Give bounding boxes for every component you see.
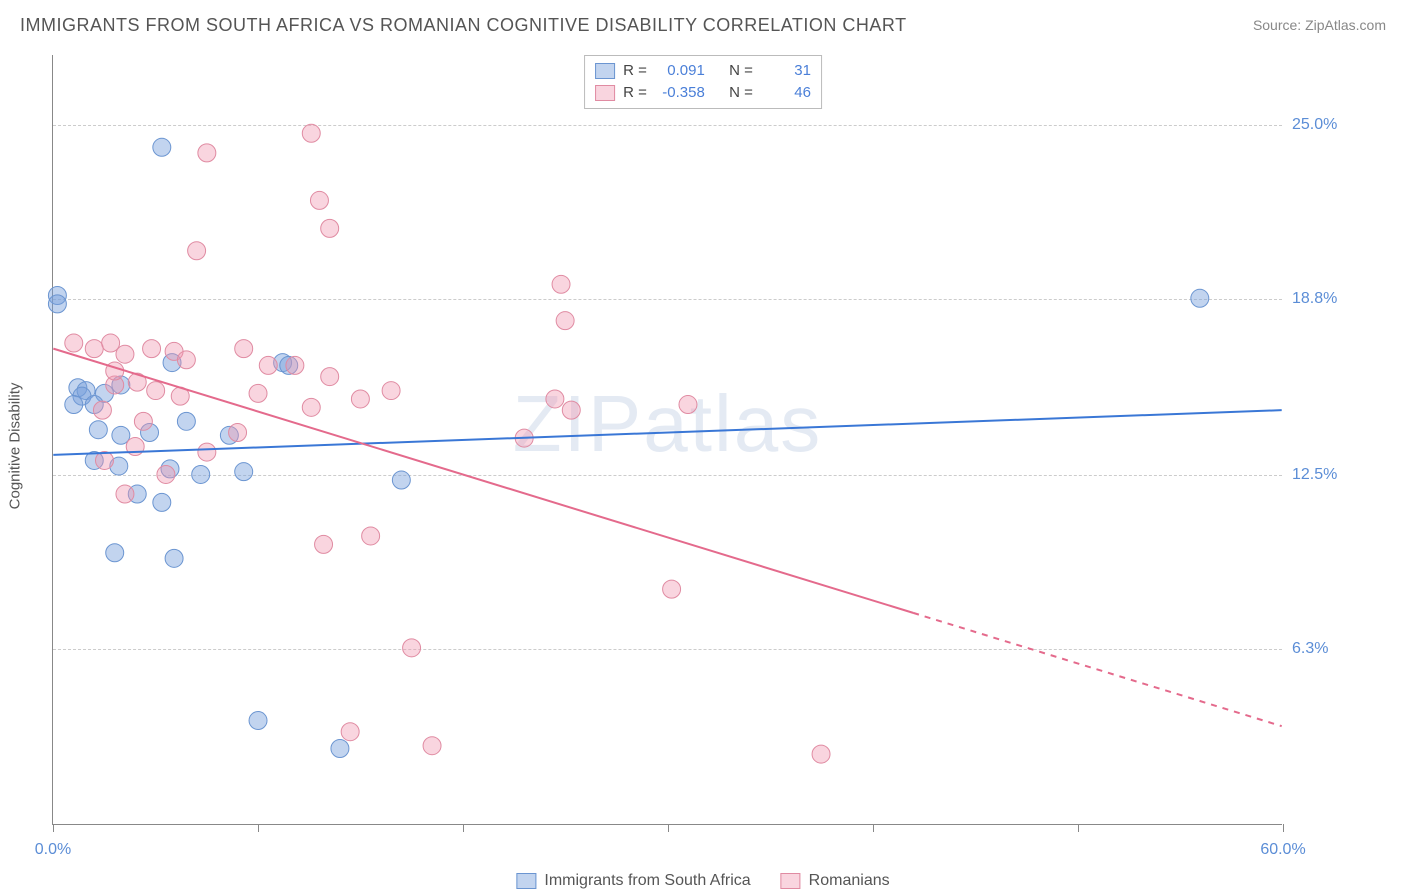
data-point xyxy=(157,465,175,483)
data-point xyxy=(235,340,253,358)
data-point xyxy=(249,712,267,730)
stat-n-label: N = xyxy=(729,60,753,82)
trend-line xyxy=(53,349,913,613)
x-tick xyxy=(668,824,669,832)
x-tick-label: 0.0% xyxy=(35,841,71,859)
data-point xyxy=(229,424,247,442)
stat-r-label: R = xyxy=(623,60,647,82)
data-point xyxy=(165,549,183,567)
legend-stats-row: R = 0.091 N = 31 xyxy=(595,60,811,82)
data-point xyxy=(382,382,400,400)
data-point xyxy=(85,340,103,358)
data-point xyxy=(302,398,320,416)
data-point xyxy=(198,443,216,461)
data-point xyxy=(198,144,216,162)
data-point xyxy=(286,356,304,374)
legend-swatch xyxy=(781,873,801,889)
data-point xyxy=(302,124,320,142)
legend-series: Immigrants from South Africa Romanians xyxy=(516,872,889,890)
data-point xyxy=(341,723,359,741)
stat-r-label: R = xyxy=(623,82,647,104)
x-tick xyxy=(53,824,54,832)
data-point xyxy=(188,242,206,260)
data-point xyxy=(48,295,66,313)
chart-title: IMMIGRANTS FROM SOUTH AFRICA VS ROMANIAN… xyxy=(20,15,907,36)
legend-stats-row: R = -0.358 N = 46 xyxy=(595,82,811,104)
data-point xyxy=(310,191,328,209)
legend-swatch xyxy=(595,63,615,79)
data-point xyxy=(315,535,333,553)
data-point xyxy=(134,412,152,430)
data-point xyxy=(89,421,107,439)
source-name[interactable]: ZipAtlas.com xyxy=(1305,17,1386,33)
trend-line-extrapolated xyxy=(913,613,1282,726)
data-point xyxy=(153,138,171,156)
y-tick-label: 25.0% xyxy=(1292,116,1372,134)
legend-stats: R = 0.091 N = 31 R = -0.358 N = 46 xyxy=(584,55,822,109)
x-tick xyxy=(873,824,874,832)
legend-swatch xyxy=(516,873,536,889)
stat-n-value: 31 xyxy=(761,60,811,82)
data-point xyxy=(321,219,339,237)
y-tick-label: 12.5% xyxy=(1292,466,1372,484)
data-point xyxy=(552,275,570,293)
data-point xyxy=(259,356,277,374)
legend-series-item: Romanians xyxy=(781,872,890,890)
y-tick-label: 18.8% xyxy=(1292,290,1372,308)
data-point xyxy=(331,740,349,758)
data-point xyxy=(235,463,253,481)
data-point xyxy=(177,351,195,369)
source-label: Source: xyxy=(1253,17,1305,33)
legend-series-label: Immigrants from South Africa xyxy=(544,872,750,890)
data-point xyxy=(116,485,134,503)
data-point xyxy=(106,544,124,562)
x-tick xyxy=(1283,824,1284,832)
stat-r-value: 0.091 xyxy=(655,60,705,82)
data-point xyxy=(423,737,441,755)
data-point xyxy=(153,493,171,511)
data-point xyxy=(663,580,681,598)
plot-svg xyxy=(53,55,1282,824)
data-point xyxy=(93,401,111,419)
data-point xyxy=(812,745,830,763)
data-point xyxy=(321,368,339,386)
data-point xyxy=(362,527,380,545)
data-point xyxy=(546,390,564,408)
data-point xyxy=(562,401,580,419)
data-point xyxy=(65,334,83,352)
y-tick-label: 6.3% xyxy=(1292,640,1372,658)
data-point xyxy=(1191,289,1209,307)
x-tick xyxy=(258,824,259,832)
stat-n-value: 46 xyxy=(761,82,811,104)
data-point xyxy=(392,471,410,489)
x-tick-label: 60.0% xyxy=(1260,841,1305,859)
data-point xyxy=(65,396,83,414)
data-point xyxy=(116,345,134,363)
data-point xyxy=(351,390,369,408)
source-attribution: Source: ZipAtlas.com xyxy=(1253,17,1386,33)
x-tick xyxy=(463,824,464,832)
data-point xyxy=(147,382,165,400)
legend-series-item: Immigrants from South Africa xyxy=(516,872,750,890)
data-point xyxy=(403,639,421,657)
y-axis-title: Cognitive Disability xyxy=(7,383,24,510)
data-point xyxy=(177,412,195,430)
data-point xyxy=(556,312,574,330)
data-point xyxy=(249,384,267,402)
data-point xyxy=(143,340,161,358)
data-point xyxy=(679,396,697,414)
stat-n-label: N = xyxy=(729,82,753,104)
chart-header: IMMIGRANTS FROM SOUTH AFRICA VS ROMANIAN… xyxy=(0,0,1406,50)
legend-swatch xyxy=(595,85,615,101)
data-point xyxy=(192,465,210,483)
stat-r-value: -0.358 xyxy=(655,82,705,104)
plot-area: ZIPatlas 6.3%12.5%18.8%25.0%0.0%60.0% xyxy=(52,55,1282,825)
legend-series-label: Romanians xyxy=(809,872,890,890)
x-tick xyxy=(1078,824,1079,832)
